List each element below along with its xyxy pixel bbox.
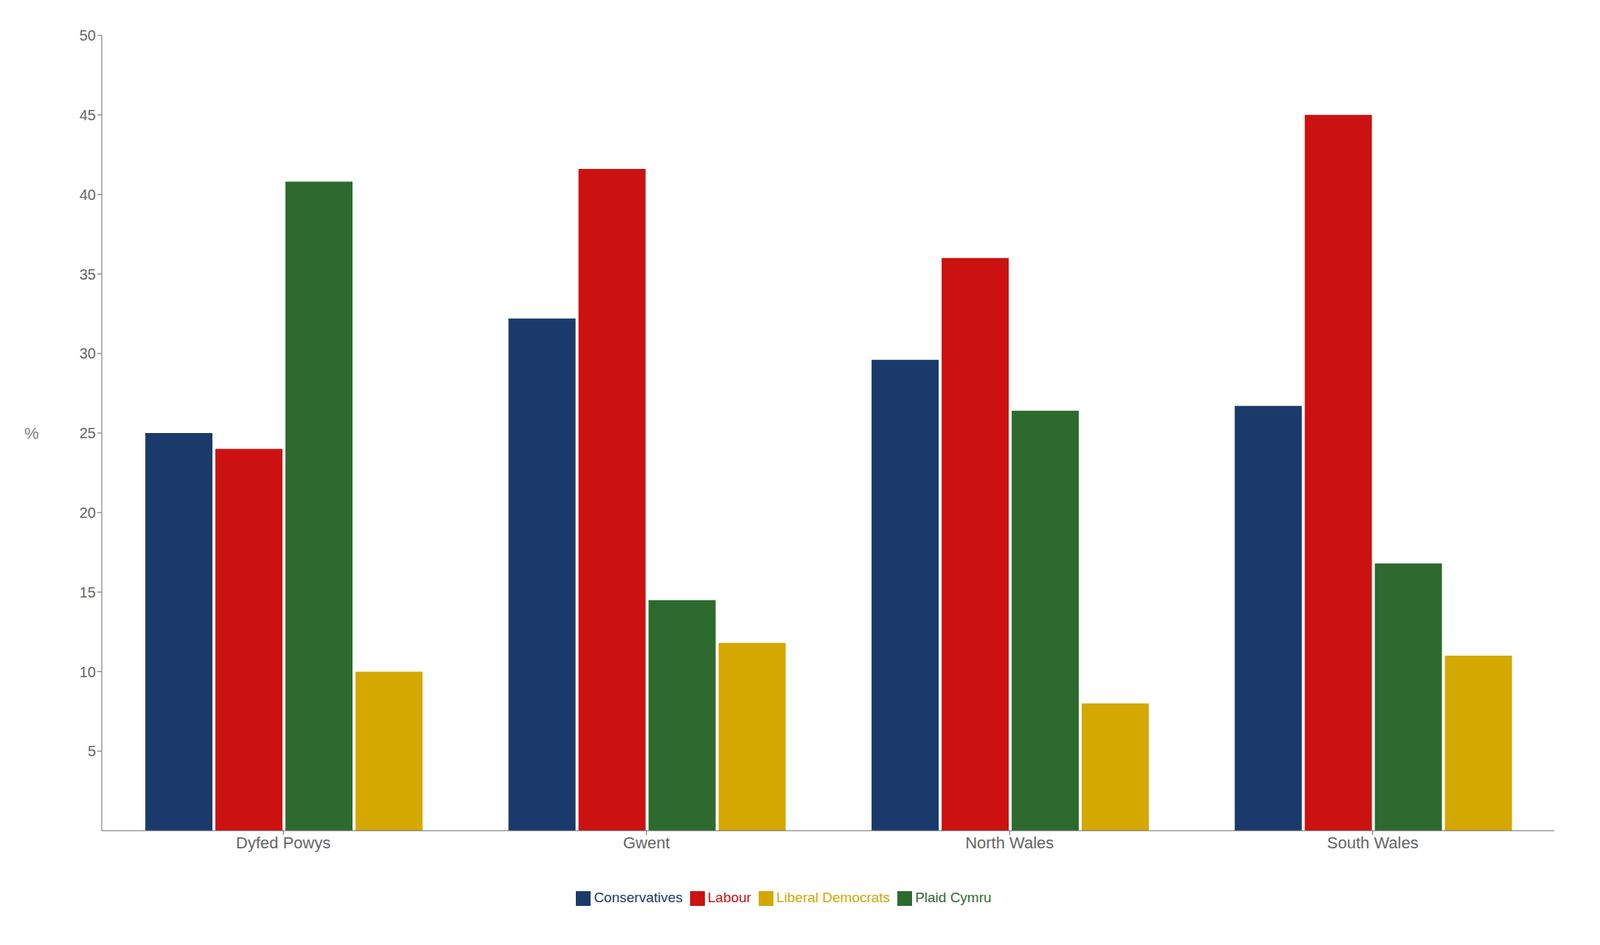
svg-text:Dyfed Powys: Dyfed Powys [235, 833, 331, 852]
svg-text:15: 15 [79, 583, 96, 601]
svg-text:50: 50 [79, 27, 96, 44]
svg-text:25: 25 [79, 424, 96, 441]
svg-text:45: 45 [79, 106, 96, 124]
svg-text:30: 30 [79, 345, 96, 362]
svg-text:North Wales: North Wales [965, 833, 1054, 852]
html-text:Liberal Democrats: Liberal Democrats [776, 889, 891, 905]
svg-text:South Wales: South Wales [1327, 833, 1419, 852]
svg-text:20: 20 [79, 504, 96, 521]
svg-text:5: 5 [87, 742, 96, 759]
svg-text:40: 40 [79, 186, 96, 203]
html-text:Conservatives: Conservatives [593, 889, 683, 905]
svg-text:%: % [24, 423, 40, 443]
html-text:Labour: Labour [707, 889, 752, 905]
svg-text:Gwent: Gwent [623, 833, 671, 852]
svg-text:10: 10 [79, 663, 96, 680]
html-text:Plaid Cymru: Plaid Cymru [915, 889, 992, 905]
svg-text:35: 35 [79, 266, 96, 283]
